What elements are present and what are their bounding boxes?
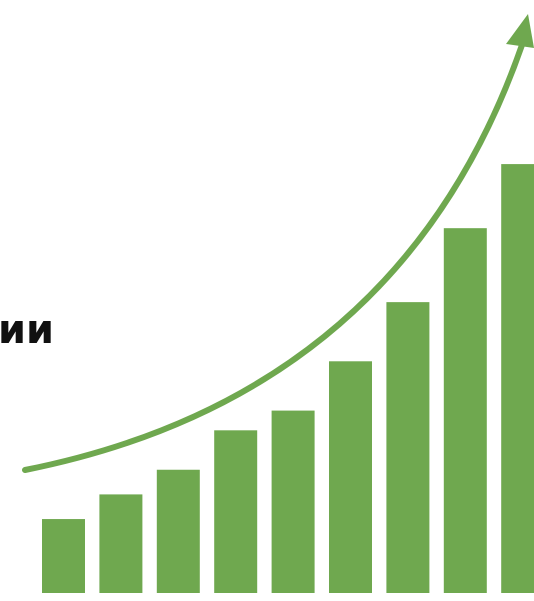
trend-arrow [22,42,525,473]
annotation: ии [0,307,54,353]
bar [386,302,430,593]
bar [42,519,85,593]
bar [214,430,258,593]
bar [329,361,372,593]
bar [271,410,315,593]
bar [501,164,534,593]
bar [156,469,200,593]
bar [443,228,487,593]
bar [99,494,143,593]
arrow-head [506,14,534,48]
